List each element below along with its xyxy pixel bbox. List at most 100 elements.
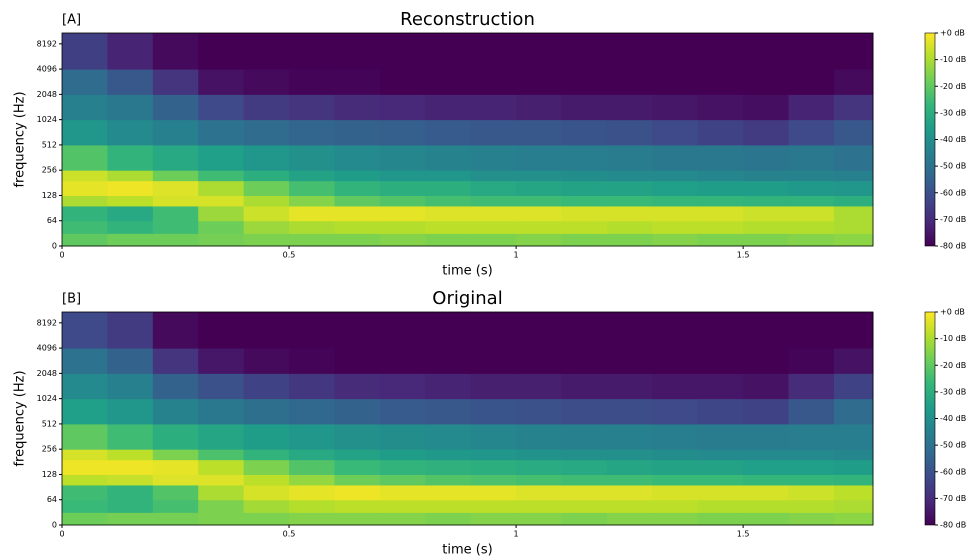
heat-cell (697, 373, 744, 400)
heat-cell (743, 423, 790, 450)
heat-cell (606, 233, 653, 247)
heat-cell (243, 348, 290, 374)
heat-cell (379, 499, 426, 513)
heat-cell (334, 512, 381, 526)
heat-cell (425, 180, 472, 196)
heat-cell (425, 449, 472, 461)
heat-cell (833, 312, 874, 349)
x-tick-label: 0.5 (283, 251, 296, 260)
heat-cell (743, 312, 790, 349)
heat-cell (833, 119, 874, 146)
heat-cell (62, 423, 108, 450)
heat-cell (743, 484, 790, 501)
heat-cell (198, 474, 245, 486)
heat-cell (470, 373, 517, 400)
heat-cell (289, 423, 335, 450)
heat-cell (198, 348, 245, 374)
heat-cell (243, 474, 290, 486)
heat-cell (243, 220, 290, 234)
heat-cell (379, 512, 426, 526)
heat-cell (62, 373, 108, 400)
heat-cell (652, 512, 699, 526)
heat-cell (561, 373, 608, 400)
heat-cell (788, 180, 835, 196)
heat-cell (379, 119, 426, 146)
heat-cell (788, 423, 835, 450)
heat-cell (516, 180, 562, 196)
colorbar-tick-label: -80 dB (940, 242, 966, 251)
heat-cell (62, 119, 108, 146)
heat-cell (334, 195, 381, 207)
heat-cell (606, 398, 653, 425)
heat-cell (652, 233, 699, 247)
heat-cell (516, 423, 562, 450)
heat-cell (198, 33, 245, 70)
heat-cell (652, 69, 699, 95)
heat-cell (833, 512, 874, 526)
heat-cell (697, 499, 744, 513)
heat-cell (425, 33, 472, 70)
y-tick-label: 2048 (37, 90, 57, 99)
heat-cell (833, 205, 874, 222)
heat-cell (289, 348, 335, 374)
heat-cell (652, 459, 699, 475)
heat-cell (107, 94, 154, 121)
heat-cell (788, 484, 835, 501)
heat-cell (107, 233, 154, 247)
heat-cell (334, 119, 381, 146)
heat-cell (652, 348, 699, 374)
heat-cell (516, 94, 562, 121)
heat-cell (152, 233, 199, 247)
colorbar-tick-label: -30 dB (940, 387, 966, 396)
heat-cell (334, 205, 381, 222)
heat-cell (152, 33, 199, 70)
heat-cell (334, 94, 381, 121)
heat-cell (198, 312, 245, 349)
heat-cell (289, 233, 335, 247)
heat-cell (743, 69, 790, 95)
heat-cell (379, 220, 426, 234)
heat-cell (833, 348, 874, 374)
heat-cell (606, 484, 653, 501)
heat-cell (561, 484, 608, 501)
heat-cell (697, 512, 744, 526)
y-tick-label: 4096 (37, 344, 57, 353)
colorbar (924, 32, 936, 247)
x-tick-label: 0 (59, 251, 64, 260)
heat-cell (561, 474, 608, 486)
heat-cell (107, 499, 154, 513)
heat-cell (289, 459, 335, 475)
heat-cell (198, 94, 245, 121)
heat-cell (697, 233, 744, 247)
heat-cell (379, 33, 426, 70)
heat-cell (198, 423, 245, 450)
heat-cell (652, 499, 699, 513)
heat-cell (198, 69, 245, 95)
heat-cell (606, 144, 653, 171)
heat-cell (289, 220, 335, 234)
heat-cell (743, 144, 790, 171)
x-axis-label: time (s) (442, 543, 492, 558)
heat-cell (470, 449, 517, 461)
heat-cell (379, 423, 426, 450)
heat-cell (697, 484, 744, 501)
heat-cell (198, 205, 245, 222)
heat-cell (470, 512, 517, 526)
heat-cell (425, 512, 472, 526)
heat-cell (289, 94, 335, 121)
heat-cell (198, 373, 245, 400)
colorbar-tick-label: -40 dB (940, 135, 966, 144)
x-tick-label: 1.5 (737, 251, 750, 260)
heat-cell (561, 33, 608, 70)
heat-cell (561, 449, 608, 461)
heat-cell (243, 233, 290, 247)
heat-cell (652, 449, 699, 461)
heat-cell (243, 205, 290, 222)
heat-cell (833, 398, 874, 425)
heat-cell (788, 348, 835, 374)
heat-cell (652, 180, 699, 196)
heat-cell (62, 205, 108, 222)
heat-cell (697, 474, 744, 486)
heat-cell (62, 348, 108, 374)
